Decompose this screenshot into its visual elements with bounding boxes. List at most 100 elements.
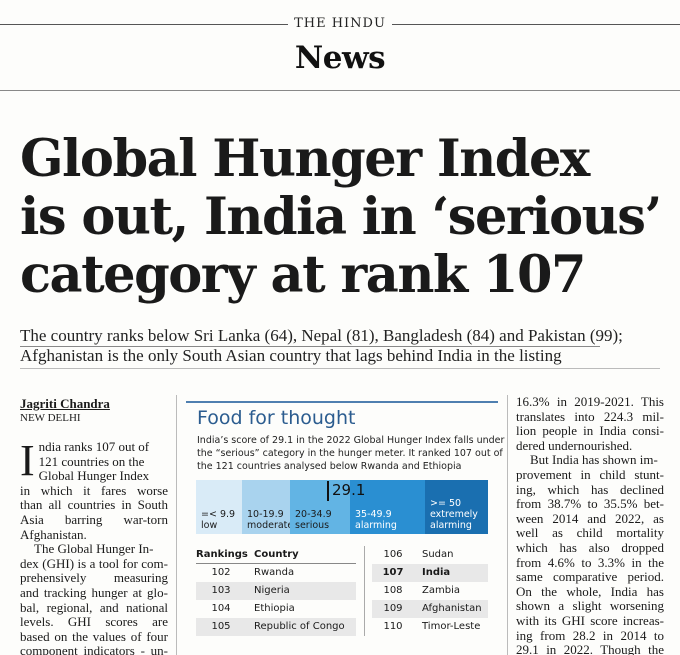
table-row: 105 Republic of Congo xyxy=(196,618,356,636)
body-line: based on the values of four xyxy=(20,628,168,644)
table-row: 108 Zambia xyxy=(372,582,488,600)
body-line: provement in child stunt- xyxy=(516,466,664,482)
body-line: from 38.7% to 35.5% bet- xyxy=(516,496,664,512)
masthead-divider xyxy=(0,90,680,91)
body-line: well as child mortality xyxy=(516,525,664,541)
standfirst-underline xyxy=(20,346,600,347)
meter-label: alarming xyxy=(430,520,472,531)
newspaper-brand: THE HINDU xyxy=(294,16,386,31)
body-line: bal, regional, and national xyxy=(20,599,168,615)
india-score-marker xyxy=(327,481,329,501)
headline-line: is out, India in ‘serious’ xyxy=(20,187,662,247)
table-row: 106 Sudan xyxy=(372,546,488,564)
body-line: Afghanistan. xyxy=(20,526,87,542)
country-cell: Zambia xyxy=(422,585,460,596)
standfirst-line: Afghanistan is the only South Asian coun… xyxy=(20,346,562,365)
meter-range: =< 9.9 xyxy=(201,509,236,520)
headline: Global Hunger Index is out, India in ‘se… xyxy=(20,129,662,305)
body-line: lion people in India consi- xyxy=(516,423,664,439)
headline-line: category at rank 107 xyxy=(20,245,586,305)
standfirst-line: The country ranks below Sri Lanka (64), … xyxy=(20,326,623,345)
column-divider xyxy=(176,395,177,655)
body-line: prehensively measuring xyxy=(20,570,168,586)
meter-range: 35-49.9 xyxy=(355,509,392,520)
body-line: and tracking hunger at glo- xyxy=(20,584,168,600)
body-line: dex (GHI) is a tool for com- xyxy=(20,555,168,571)
meter-label: low xyxy=(201,520,218,531)
body-line: with its GHI score increas- xyxy=(516,612,664,628)
author-byline[interactable]: Jagriti Chandra xyxy=(20,396,110,411)
meter-range: 10-19.9 xyxy=(247,509,284,520)
table-row: 104 Ethiopia xyxy=(196,600,356,618)
infobox-intro: India’s score of 29.1 in the 2022 Global… xyxy=(197,434,505,473)
country-cell: Ethiopia xyxy=(254,603,295,614)
infobox-intro-line: India’s score of 29.1 in the 2022 Global… xyxy=(197,435,505,446)
rank-cell: 104 xyxy=(211,603,231,614)
masthead-rule-left xyxy=(0,24,288,25)
body-line: ing, which has declined xyxy=(516,481,664,497)
infobox-title: Food for thought xyxy=(197,407,356,429)
rank-cell: 105 xyxy=(211,621,231,632)
body-line: ndia ranks 107 out of xyxy=(38,439,150,454)
meter-segment-extremely-alarming: >= 50 extremely alarming xyxy=(425,480,488,534)
body-line: which has also dropped xyxy=(516,539,664,555)
table-row: 103 Nigeria xyxy=(196,582,356,600)
body-line: ween 2014 and 2022, as xyxy=(516,510,664,526)
table-divider xyxy=(364,546,365,636)
rank-cell: 103 xyxy=(211,585,231,596)
infobox-intro-line: the “serious” category in the hunger met… xyxy=(197,448,503,459)
meter-segment-serious: 20-34.9 serious xyxy=(290,480,350,534)
body-line: than all countries in South xyxy=(20,497,168,513)
country-cell: India xyxy=(422,567,451,578)
body-line: ing from 28.2 in 2014 to xyxy=(516,627,664,643)
table-header-row: Rankings Country xyxy=(196,546,356,564)
rank-cell: 108 xyxy=(383,585,403,596)
rankings-table-right: 106 Sudan 107 India 108 Zambia 109 Afgha… xyxy=(372,546,488,636)
body-column-3: 16.3% in 2019-2021. This translates into… xyxy=(516,394,664,655)
meter-label: alarming xyxy=(355,520,397,531)
rank-cell: 102 xyxy=(211,567,231,578)
meter-segment-alarming: 35-49.9 alarming xyxy=(350,480,425,534)
country-cell: Nigeria xyxy=(254,585,290,596)
table-row: 102 Rwanda xyxy=(196,564,356,582)
hunger-meter: =< 9.9 low 10-19.9 moderate 20-34.9 seri… xyxy=(196,480,488,534)
body-line: Asia barring war-torn xyxy=(20,511,168,527)
body-line: But India has shown im- xyxy=(530,452,658,468)
meter-label: serious xyxy=(295,520,330,531)
rank-cell: 109 xyxy=(383,603,403,614)
body-line: component indicators - un- xyxy=(20,643,168,655)
body-line: The Global Hunger In- xyxy=(34,541,154,557)
dateline: NEW DELHI xyxy=(20,412,81,424)
rank-cell: 107 xyxy=(382,567,404,578)
country-cell: Afghanistan xyxy=(422,603,482,614)
body-line: same comparative period. xyxy=(516,569,664,585)
country-cell: Rwanda xyxy=(254,567,295,578)
body-line: in which it fares worse xyxy=(20,482,168,498)
rankings-table-left: Rankings Country 102 Rwanda 103 Nigeria … xyxy=(196,546,356,636)
rank-cell: 106 xyxy=(383,549,403,560)
body-line: 121 countries on the xyxy=(38,453,145,469)
infobox-intro-line: the 121 countries analysed below Rwanda … xyxy=(197,461,462,472)
food-for-thought-infobox: Food for thought India’s score of 29.1 i… xyxy=(186,401,505,655)
infobox-top-rule xyxy=(186,401,498,403)
body-line: 16.3% in 2019-2021. This xyxy=(516,394,664,409)
column-divider xyxy=(507,395,508,655)
country-cell: Timor-Leste xyxy=(422,621,481,632)
header-country: Country xyxy=(254,549,299,560)
section-title: News xyxy=(294,40,386,76)
body-line: shown a slight worsening xyxy=(516,598,664,614)
body-line: Global Hunger Index xyxy=(38,468,150,484)
country-cell: Sudan xyxy=(422,549,454,560)
header-rankings: Rankings xyxy=(196,549,248,560)
table-row: 109 Afghanistan xyxy=(372,600,488,618)
headline-line: Global Hunger Index xyxy=(20,129,590,189)
meter-range: 20-34.9 xyxy=(295,509,332,520)
meter-range: >= 50 xyxy=(430,498,462,509)
india-score: 29.1 xyxy=(332,481,366,499)
table-row: 110 Timor-Leste xyxy=(372,618,488,636)
meter-segment-low: =< 9.9 low xyxy=(196,480,242,534)
masthead-rule-right xyxy=(392,24,680,25)
body-column-1: I ndia ranks 107 out of 121 countries on… xyxy=(20,439,168,655)
table-row-highlight: 107 India xyxy=(372,564,488,582)
body-line: translates into 224.3 mil- xyxy=(516,408,664,424)
